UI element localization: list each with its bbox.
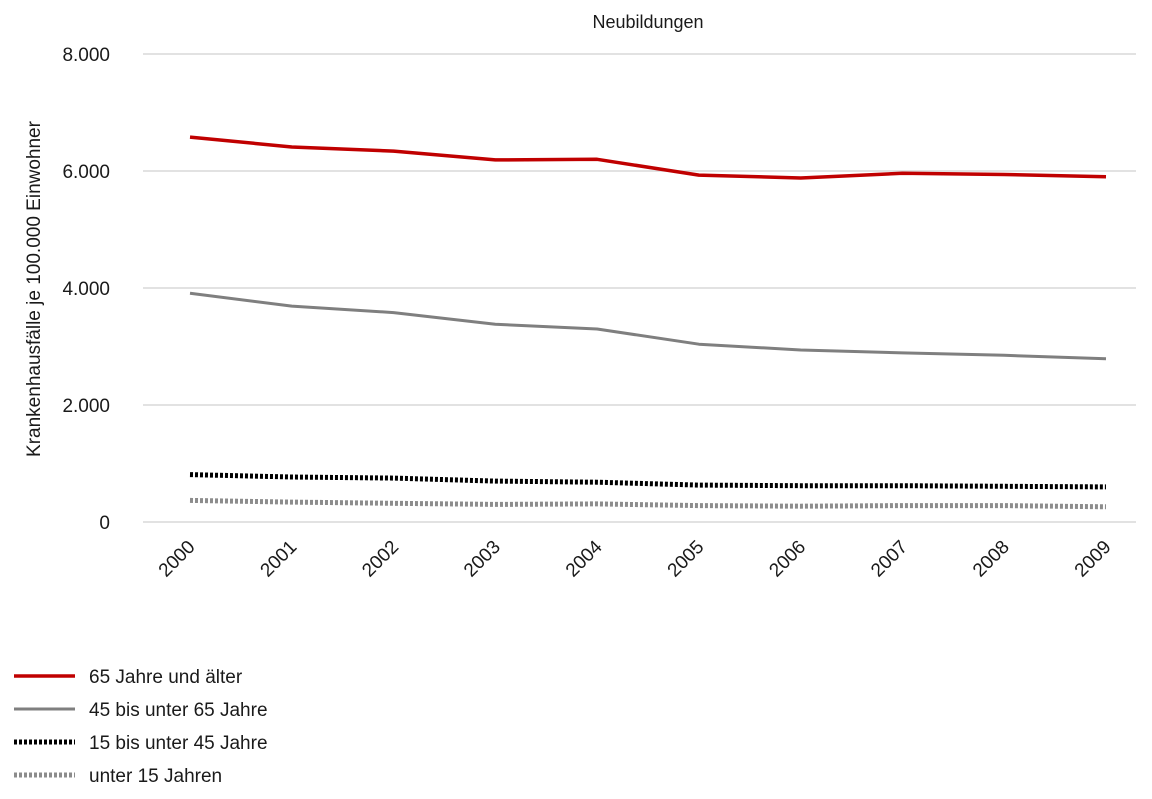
x-tick-label: 2005 [664,537,709,582]
y-tick-labels: 0 2.000 4.000 6.000 8.000 [62,45,110,534]
legend-label: 15 bis unter 45 Jahre [89,733,268,754]
x-tick-label: 2008 [969,537,1014,582]
y-tick-label: 4.000 [62,279,110,300]
x-tick-label: 2000 [155,537,200,582]
y-tick-label: 0 [99,513,110,534]
x-tick-label: 2007 [867,537,912,582]
chart-title: Neubildungen [592,12,703,32]
legend-label: 45 bis unter 65 Jahre [89,700,268,721]
y-tick-label: 2.000 [62,396,110,417]
x-tick-label: 2001 [257,537,302,582]
x-tick-label: 2004 [562,536,607,581]
y-tick-label: 8.000 [62,45,110,66]
x-tick-label: 2006 [765,537,810,582]
series-line [189,472,1107,490]
series-line [189,135,1107,180]
series-lines [189,135,1107,510]
x-tick-label: 2002 [358,537,403,582]
legend: 65 Jahre und älter 45 bis unter 65 Jahre 1… [14,667,268,787]
x-tick-labels: 2000 2001 2002 2003 2004 2005 2006 2007 2008 2009 [155,536,1116,581]
y-tick-label: 6.000 [62,162,110,183]
legend-label: 65 Jahre und älter [89,667,243,688]
x-tick-label: 2003 [460,537,505,582]
x-tick-label: 2009 [1071,537,1116,582]
y-axis-label: Krankenhausfälle je 100.000 Einwohner [24,120,45,457]
series-line [189,291,1107,361]
legend-label: unter 15 Jahren [89,766,222,787]
series-line [189,497,1107,510]
gridlines [143,53,1136,523]
